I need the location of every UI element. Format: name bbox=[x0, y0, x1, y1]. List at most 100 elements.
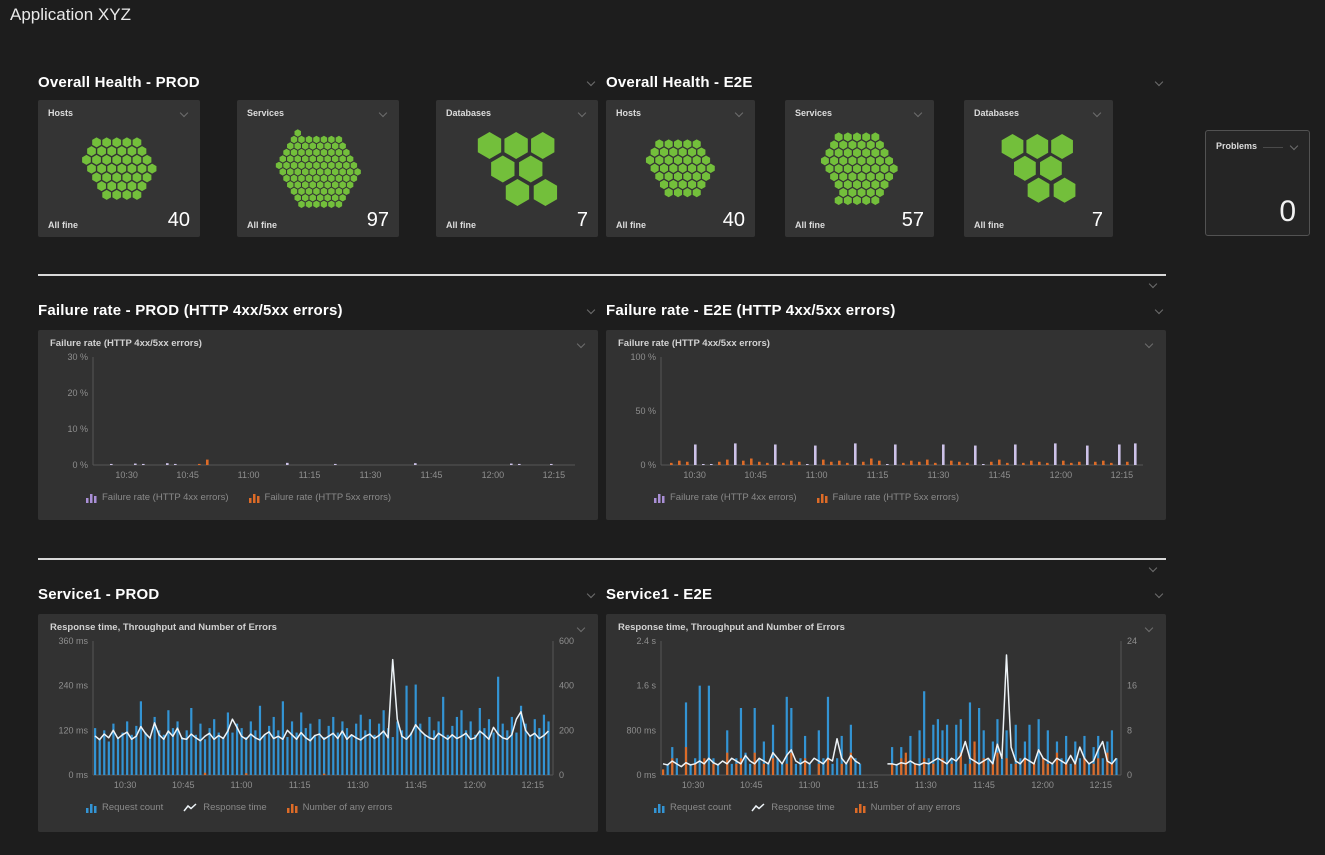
health-section-prod: Overall Health - PROD Hosts All fine 40 … bbox=[38, 72, 598, 237]
page-title: Application XYZ bbox=[10, 5, 131, 25]
hexagon-grid-icon bbox=[645, 139, 716, 198]
chart-tile[interactable]: Response time, Throughput and Number of … bbox=[606, 614, 1166, 832]
problems-label: Problems bbox=[1216, 141, 1257, 151]
tile-status: All fine bbox=[795, 220, 825, 230]
failure-rate-chart-prod[interactable]: 0 %10 %20 %30 %10:3010:4511:0011:1511:30… bbox=[38, 349, 598, 490]
axis-tick-label: 11:15 bbox=[857, 780, 879, 790]
axis-tick-label: 120 ms bbox=[58, 725, 88, 735]
chart-tile[interactable]: Failure rate (HTTP 4xx/5xx errors) 0 %50… bbox=[606, 330, 1166, 520]
hexagon-grid-icon bbox=[475, 131, 560, 207]
failure-rate-chart-e2e[interactable]: 0 %50 %100 %10:3010:4511:0011:1511:3011:… bbox=[606, 349, 1166, 490]
bar-series-icon bbox=[287, 803, 298, 813]
chevron-down-icon[interactable] bbox=[578, 109, 586, 117]
axis-tick-label: 12:00 bbox=[482, 470, 505, 480]
chevron-down-icon[interactable] bbox=[1145, 623, 1153, 631]
health-tile-services[interactable]: Services All fine 97 bbox=[237, 100, 399, 237]
legend-item: Failure rate (HTTP 5xx errors) bbox=[817, 492, 960, 503]
chevron-down-icon[interactable] bbox=[1093, 109, 1101, 117]
section-title: Failure rate - E2E (HTTP 4xx/5xx errors) bbox=[606, 302, 896, 319]
bar-series-icon bbox=[654, 803, 665, 813]
legend-label: Number of any errors bbox=[871, 802, 961, 813]
health-tile-hosts[interactable]: Hosts All fine 40 bbox=[38, 100, 200, 237]
tile-status: All fine bbox=[446, 220, 476, 230]
axis-tick-label: 11:15 bbox=[299, 470, 321, 480]
chevron-down-icon[interactable] bbox=[379, 109, 387, 117]
chevron-down-icon[interactable] bbox=[1155, 306, 1163, 314]
problems-tile[interactable]: Problems 0 bbox=[1205, 130, 1310, 236]
axis-tick-label: 100 % bbox=[630, 352, 656, 362]
tile-status: All fine bbox=[48, 220, 78, 230]
tile-title: Hosts bbox=[616, 108, 641, 118]
tile-count: 7 bbox=[1092, 210, 1103, 230]
honeycomb-chart bbox=[436, 118, 598, 219]
chevron-down-icon[interactable] bbox=[1155, 590, 1163, 598]
chevron-down-icon[interactable] bbox=[735, 109, 743, 117]
service-section-e2e: Service1 - E2E Response time, Throughput… bbox=[606, 584, 1166, 832]
axis-tick-label: 50 % bbox=[635, 406, 656, 416]
legend-label: Failure rate (HTTP 5xx errors) bbox=[265, 492, 392, 503]
chart-tile[interactable]: Failure rate (HTTP 4xx/5xx errors) 0 % 10… bbox=[38, 330, 598, 520]
chevron-down-icon[interactable] bbox=[587, 306, 595, 314]
chevron-down-icon[interactable] bbox=[577, 623, 585, 631]
chevron-down-icon[interactable] bbox=[587, 78, 595, 86]
bar-series-icon bbox=[855, 803, 866, 813]
health-tile-hosts[interactable]: Hosts All fine 40 bbox=[606, 100, 755, 237]
chart-title: Failure rate (HTTP 4xx/5xx errors) bbox=[618, 338, 770, 349]
tile-count: 7 bbox=[577, 210, 588, 230]
axis-tick-label: 10:45 bbox=[740, 780, 763, 790]
bar-series-icon bbox=[817, 493, 828, 503]
axis-tick-label: 600 bbox=[559, 636, 574, 646]
service-chart-e2e[interactable]: 0 ms800 ms1.6 s2.4 s08162410:3010:4511:0… bbox=[606, 633, 1166, 800]
axis-tick-label: 24 bbox=[1127, 636, 1137, 646]
legend-label: Response time bbox=[203, 802, 266, 813]
failure-prod-plot[interactable]: 0 %10 %20 %30 %10:3010:4511:0011:1511:30… bbox=[48, 351, 588, 485]
honeycomb-chart bbox=[38, 118, 200, 219]
failure-e2e-plot[interactable]: 0 %50 %100 %10:3010:4511:0011:1511:3011:… bbox=[616, 351, 1156, 485]
axis-tick-label: 10:45 bbox=[172, 780, 195, 790]
line-series-icon bbox=[751, 803, 766, 813]
chevron-down-icon[interactable] bbox=[1145, 339, 1153, 347]
legend-item: Response time bbox=[751, 802, 834, 813]
axis-tick-label: 12:00 bbox=[463, 780, 486, 790]
tile-title: Databases bbox=[446, 108, 491, 118]
service-e2e-plot[interactable]: 0 ms800 ms1.6 s2.4 s08162410:3010:4511:0… bbox=[616, 635, 1156, 795]
axis-tick-label: 30 % bbox=[67, 352, 88, 362]
chart-tile[interactable]: Response time, Throughput and Number of … bbox=[38, 614, 598, 832]
tile-count: 40 bbox=[723, 210, 745, 230]
axis-tick-label: 11:30 bbox=[360, 470, 382, 480]
service-prod-plot[interactable]: 0 ms120 ms240 ms360 ms020040060010:3010:… bbox=[48, 635, 588, 795]
chevron-down-icon[interactable] bbox=[914, 109, 922, 117]
legend-item: Response time bbox=[183, 802, 266, 813]
axis-tick-label: 11:15 bbox=[867, 470, 889, 480]
tile-title: Services bbox=[795, 108, 832, 118]
axis-tick-label: 0 % bbox=[72, 460, 88, 470]
axis-tick-label: 800 ms bbox=[626, 725, 656, 735]
tile-title: Services bbox=[247, 108, 284, 118]
axis-tick-label: 11:45 bbox=[989, 470, 1011, 480]
chevron-down-icon[interactable] bbox=[577, 339, 585, 347]
health-tile-services[interactable]: Services All fine 57 bbox=[785, 100, 934, 237]
axis-tick-label: 10:30 bbox=[115, 470, 138, 480]
section-title: Service1 - E2E bbox=[606, 586, 712, 603]
chart-legend: Request countResponse timeNumber of any … bbox=[606, 800, 1166, 813]
section-title: Service1 - PROD bbox=[38, 586, 159, 603]
chevron-down-icon[interactable] bbox=[1149, 280, 1157, 288]
legend-item: Failure rate (HTTP 4xx errors) bbox=[86, 492, 229, 503]
legend-label: Number of any errors bbox=[303, 802, 393, 813]
chevron-down-icon[interactable] bbox=[1290, 142, 1298, 150]
chart-legend: Failure rate (HTTP 4xx errors) Failure ra… bbox=[38, 490, 598, 503]
chevron-down-icon[interactable] bbox=[587, 590, 595, 598]
legend-item: Number of any errors bbox=[855, 802, 961, 813]
axis-tick-label: 10:45 bbox=[176, 470, 199, 480]
health-section-e2e: Overall Health - E2E Hosts All fine 40 S… bbox=[606, 72, 1166, 237]
axis-tick-label: 11:00 bbox=[238, 470, 260, 480]
health-tile-databases[interactable]: Databases All fine 7 bbox=[436, 100, 598, 237]
chevron-down-icon[interactable] bbox=[1155, 78, 1163, 86]
chevron-down-icon[interactable] bbox=[180, 109, 188, 117]
chart-title: Failure rate (HTTP 4xx/5xx errors) bbox=[50, 338, 202, 349]
hexagon-grid-icon bbox=[275, 129, 362, 208]
chevron-down-icon[interactable] bbox=[1149, 564, 1157, 572]
axis-tick-label: 0 bbox=[559, 770, 564, 780]
service-chart-prod[interactable]: 0 ms120 ms240 ms360 ms020040060010:3010:… bbox=[38, 633, 598, 800]
health-tile-databases[interactable]: Databases All fine 7 bbox=[964, 100, 1113, 237]
